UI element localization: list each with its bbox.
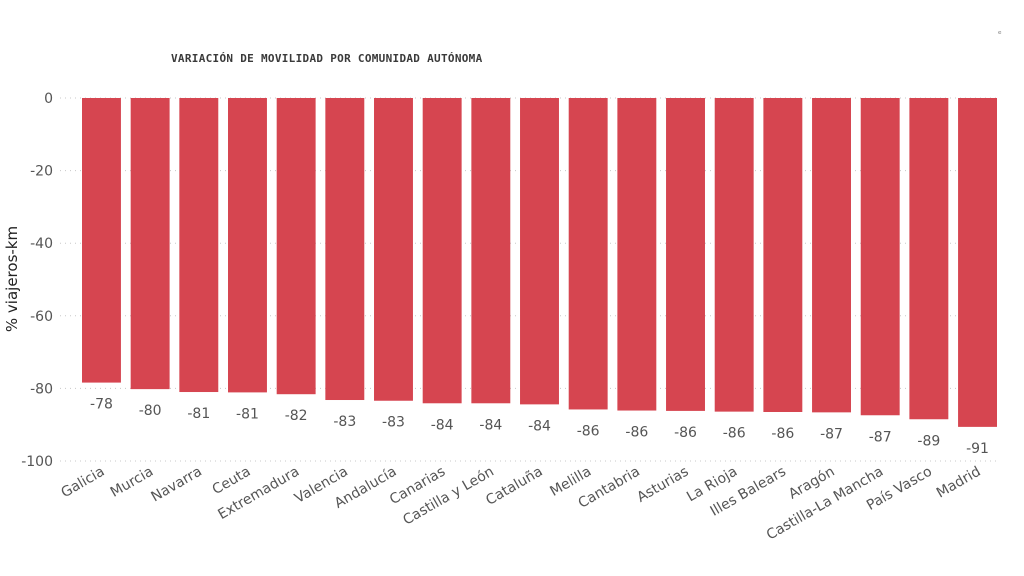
data-label: -82 <box>285 408 308 424</box>
bar[interactable] <box>763 98 803 412</box>
data-label: -83 <box>333 414 356 430</box>
data-label: -83 <box>382 415 405 431</box>
category-label: Galicia <box>58 464 107 502</box>
bar[interactable] <box>520 98 559 405</box>
data-label: -86 <box>674 425 697 441</box>
data-labels: -78 -80 -81 -81 -82 -83 -83 -84 -84 -84 -86 -86 -86 -… <box>90 397 989 457</box>
y-tick-label: -80 <box>30 381 53 397</box>
data-label: -84 <box>479 417 502 433</box>
data-label: -91 <box>966 441 989 457</box>
category-label: Madrid <box>934 464 984 502</box>
data-label: -86 <box>577 423 600 439</box>
y-tick-label: -60 <box>30 309 53 325</box>
data-label: -81 <box>236 406 259 422</box>
y-tick-label: -20 <box>30 164 53 180</box>
bars <box>82 98 997 427</box>
data-label: -87 <box>869 429 892 445</box>
data-label: -87 <box>820 426 843 442</box>
bar[interactable] <box>228 98 267 393</box>
bar[interactable] <box>422 98 462 404</box>
corner-mark: ᵉ <box>998 30 1002 40</box>
bar[interactable] <box>666 98 705 411</box>
bar[interactable] <box>179 98 219 393</box>
bar[interactable] <box>374 98 413 401</box>
data-label: -86 <box>771 426 794 442</box>
data-label: -84 <box>528 418 551 434</box>
bar[interactable] <box>958 98 997 427</box>
bar[interactable] <box>82 98 121 383</box>
category-label: Murcia <box>108 464 156 501</box>
bar[interactable] <box>471 98 511 404</box>
category-label: Asturias <box>634 464 691 506</box>
data-label: -78 <box>90 397 113 413</box>
bar[interactable] <box>860 98 900 416</box>
y-tick-label: -100 <box>21 454 53 470</box>
bar[interactable] <box>130 98 170 390</box>
data-label: -81 <box>187 406 210 422</box>
y-axis: 0 -20 -40 -60 -80 -100 <box>21 91 53 470</box>
data-label: -86 <box>723 426 746 442</box>
bar[interactable] <box>276 98 316 395</box>
bar[interactable] <box>325 98 365 401</box>
chart-title: VARIACIÓN DE MOVILIDAD POR COMUNIDAD AUT… <box>171 52 483 65</box>
data-label: -86 <box>625 425 648 441</box>
bar[interactable] <box>909 98 949 420</box>
data-label: -84 <box>431 417 454 433</box>
y-axis-title: % viajeros-km <box>3 226 21 332</box>
y-tick-label: -40 <box>30 236 53 252</box>
bar[interactable] <box>617 98 657 411</box>
y-tick-label: 0 <box>44 91 53 107</box>
data-label: -89 <box>917 433 940 449</box>
category-label: Navarra <box>149 464 205 506</box>
bar[interactable] <box>714 98 754 412</box>
bar[interactable] <box>812 98 851 413</box>
bar[interactable] <box>568 98 608 410</box>
data-label: -80 <box>139 403 162 419</box>
